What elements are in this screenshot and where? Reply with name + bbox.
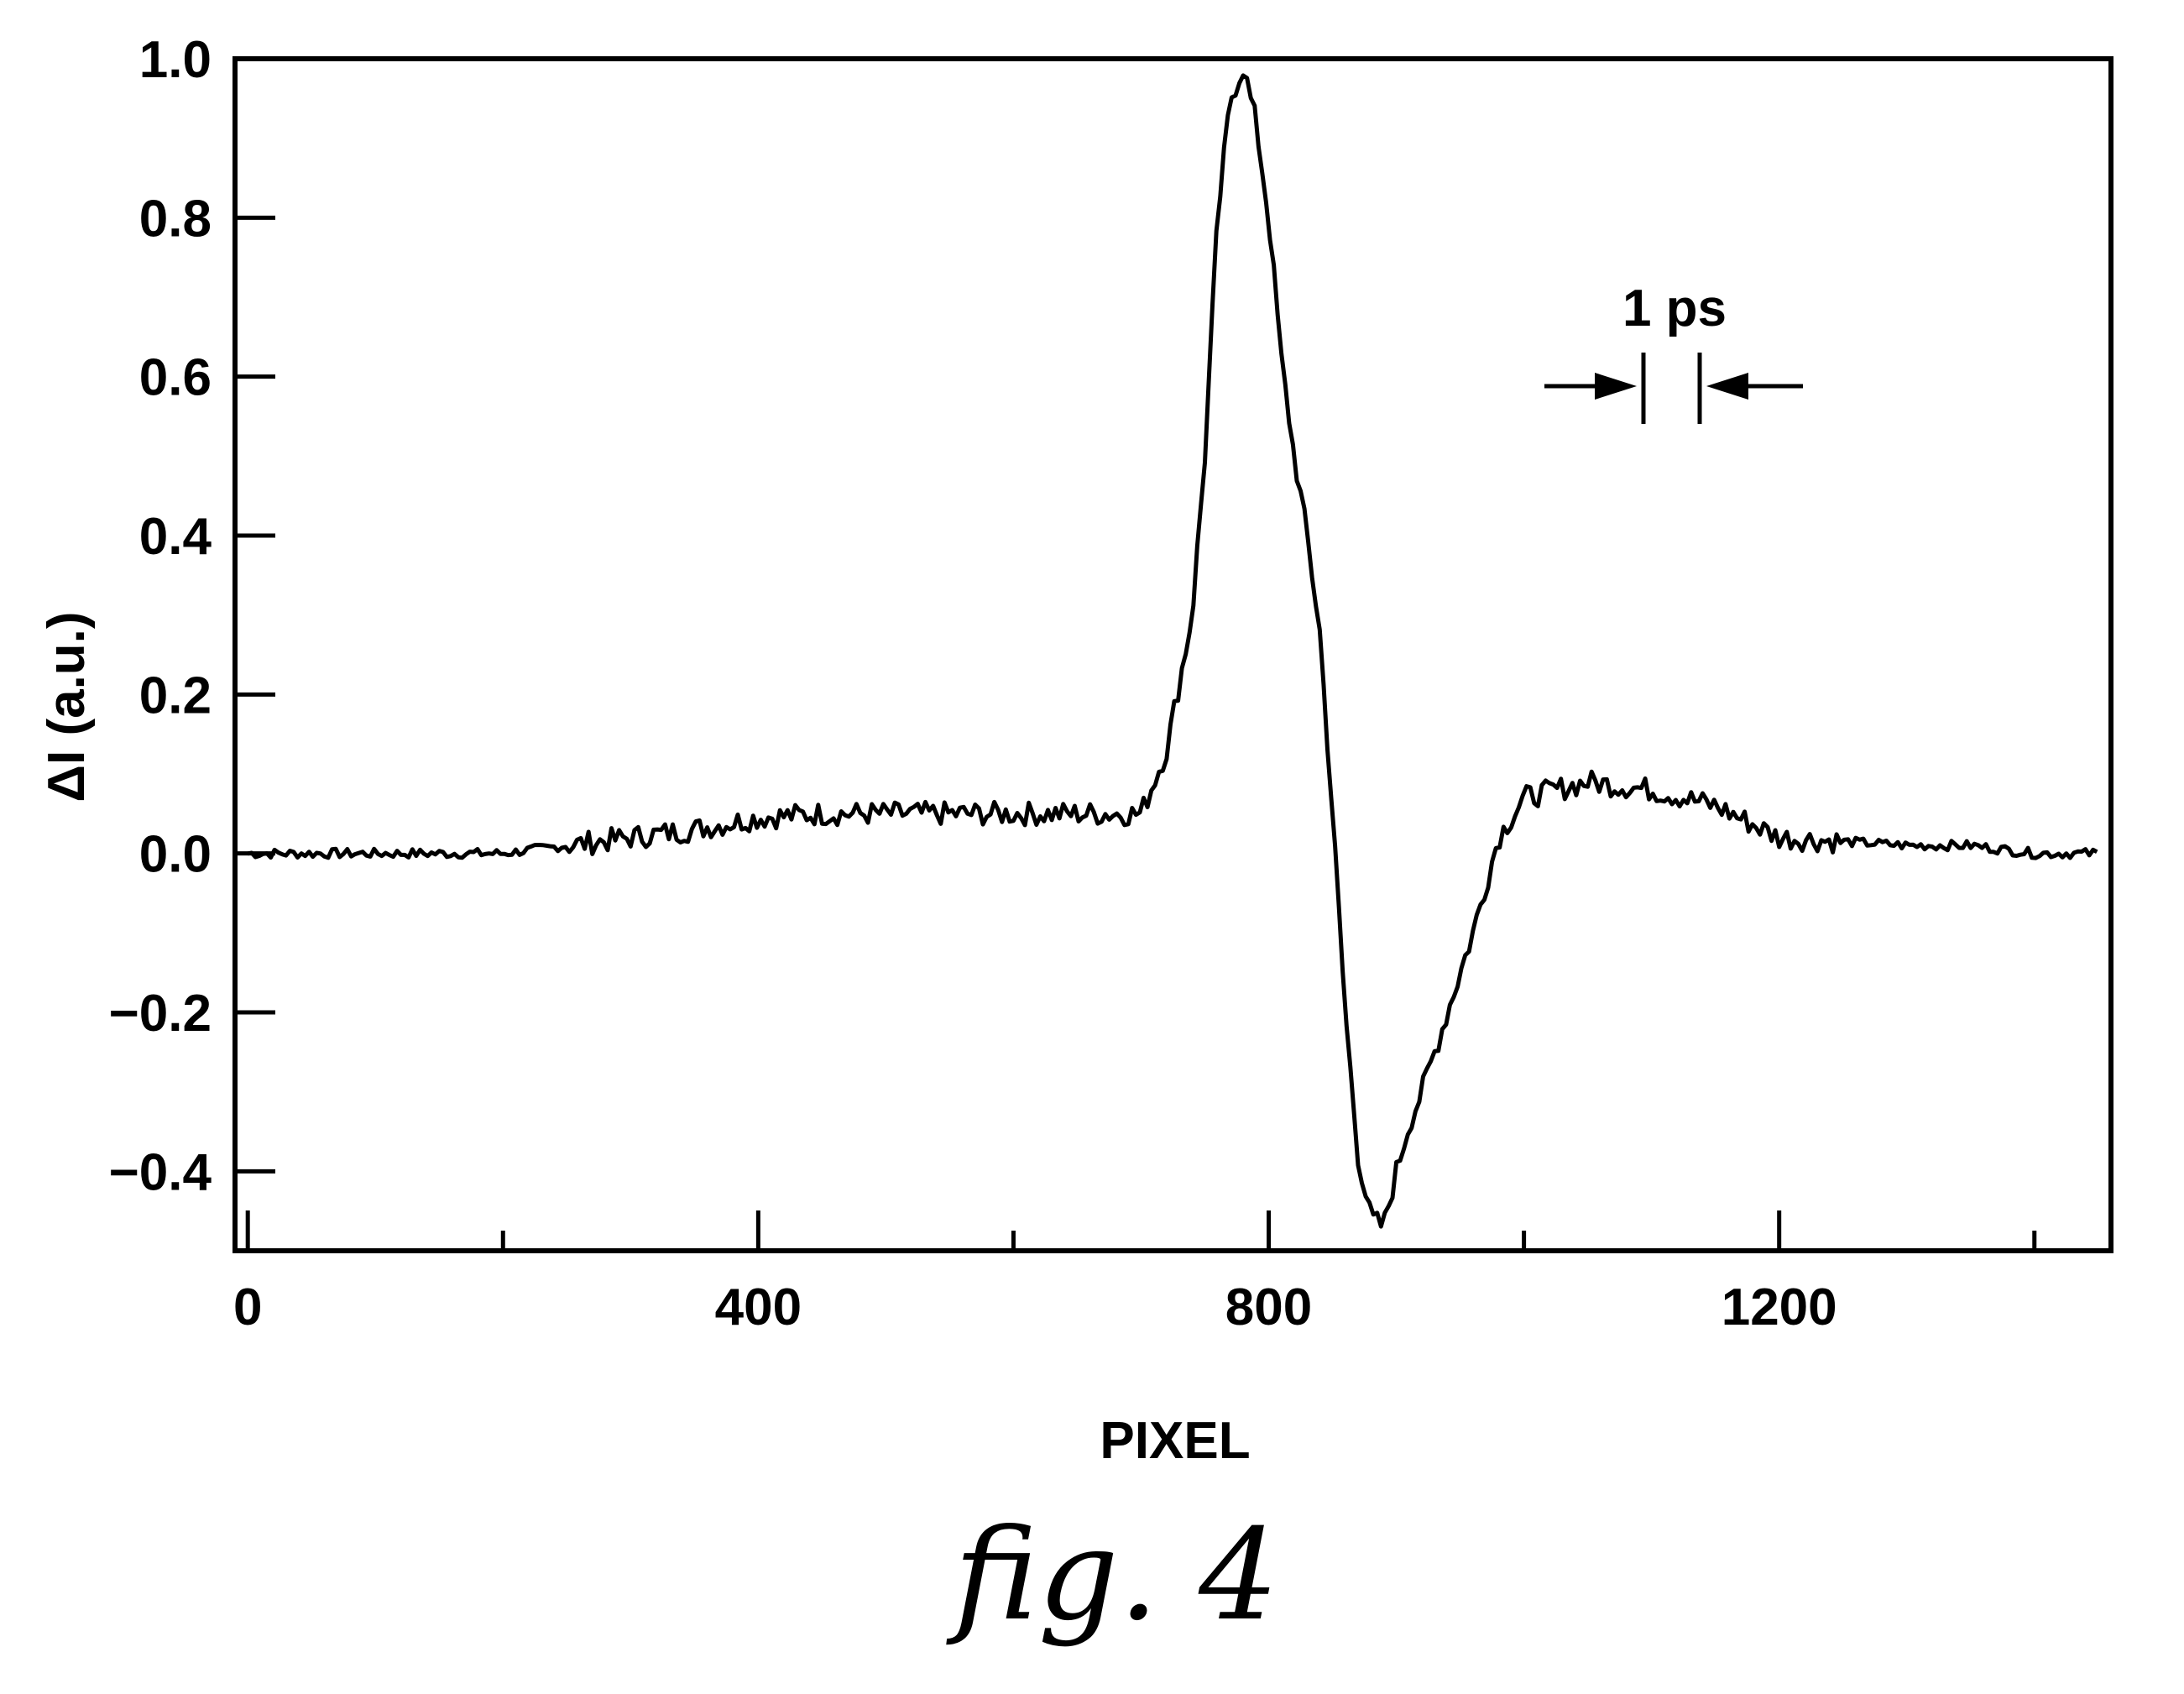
series-layer <box>248 76 2097 1226</box>
y-tick-label: 0.8 <box>139 190 212 248</box>
y-tick-label: −0.4 <box>109 1143 212 1201</box>
y-tick-label: 0.0 <box>139 826 212 884</box>
x-axis: 0 400 800 1200 <box>233 1210 2035 1336</box>
annotation-left-arrowhead <box>1595 373 1637 400</box>
figure-caption: fig. 4 <box>946 1503 1279 1649</box>
y-tick-label: −0.2 <box>109 985 212 1043</box>
x-axis-title: PIXEL <box>1100 1412 1250 1470</box>
x-tick-label: 0 <box>233 1278 262 1336</box>
annotation-right-arrowhead <box>1706 373 1748 400</box>
y-tick-label: 0.2 <box>139 667 212 724</box>
plot-border <box>235 59 2111 1251</box>
annotation-label: 1 ps <box>1622 280 1727 337</box>
y-tick-label: 0.6 <box>139 349 212 407</box>
series-line <box>248 76 2097 1226</box>
x-tick-label: 800 <box>1225 1278 1312 1336</box>
annotation: 1 ps <box>1544 280 1803 424</box>
y-tick-label: 1.0 <box>139 31 212 89</box>
x-tick-label: 1200 <box>1722 1278 1837 1336</box>
x-tick-label: 400 <box>715 1278 802 1336</box>
y-axis-title: ΔI (a.u.) <box>38 611 96 802</box>
plot-frame <box>235 59 2111 1251</box>
y-tick-label: 0.4 <box>139 508 212 566</box>
y-axis: −0.4 −0.2 0.0 0.2 0.4 0.6 0.8 1.0 <box>109 31 275 1201</box>
